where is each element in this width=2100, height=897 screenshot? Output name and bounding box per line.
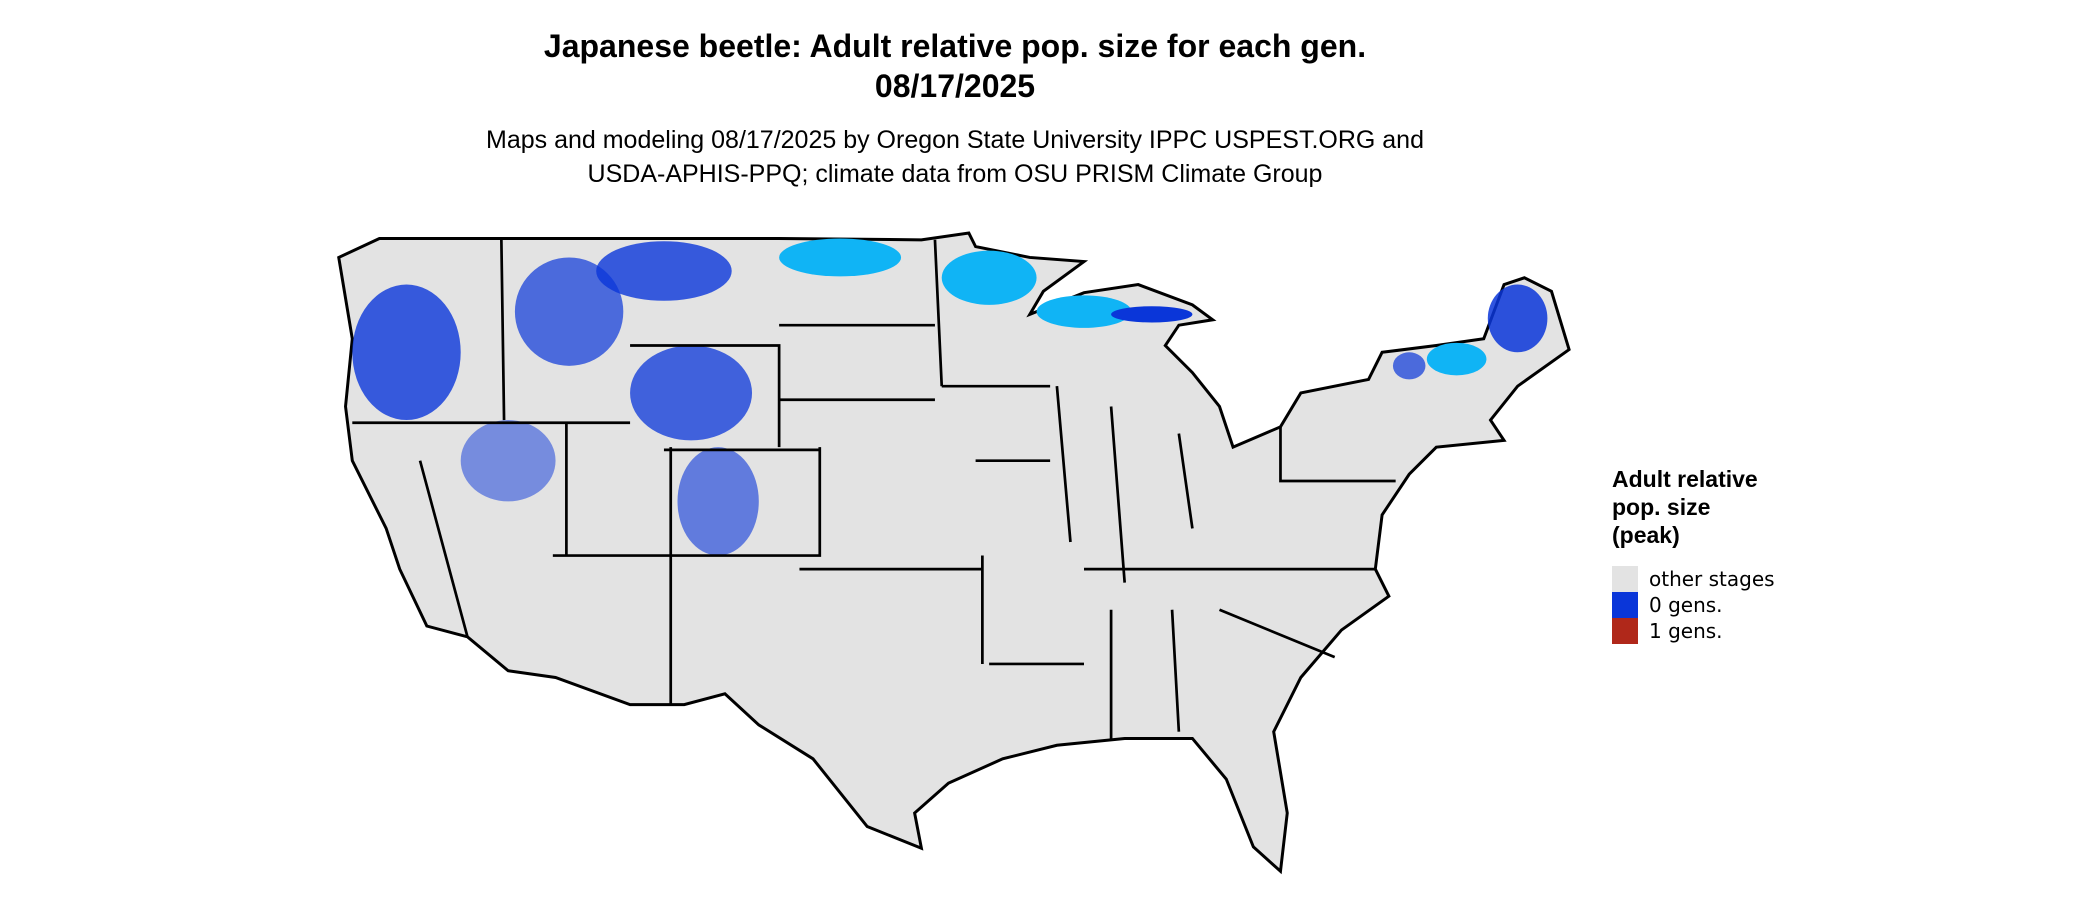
legend-label: 0 gens. (1649, 593, 1723, 617)
legend-swatch (1612, 592, 1638, 618)
title: Japanese beetle: Adult relative pop. siz… (544, 28, 1366, 64)
legend-title: (peak) (1612, 522, 1680, 548)
legend-title: Adult relative (1612, 466, 1758, 492)
legend-swatch (1612, 566, 1638, 592)
subtitle: Maps and modeling 08/17/2025 by Oregon S… (486, 126, 1424, 154)
legend-title: pop. size (1612, 494, 1710, 520)
legend: Adult relative pop. size (peak) other st… (1612, 466, 1775, 644)
legend-label: 1 gens. (1649, 619, 1723, 643)
title: 08/17/2025 (875, 68, 1035, 104)
legend-label: other stages (1649, 567, 1775, 591)
us-map (337, 231, 1571, 875)
legend-swatch (1612, 618, 1638, 644)
state-borders (352, 238, 1396, 739)
blue-areas (352, 238, 1548, 556)
subtitle: USDA-APHIS-PPQ; climate data from OSU PR… (588, 160, 1323, 188)
